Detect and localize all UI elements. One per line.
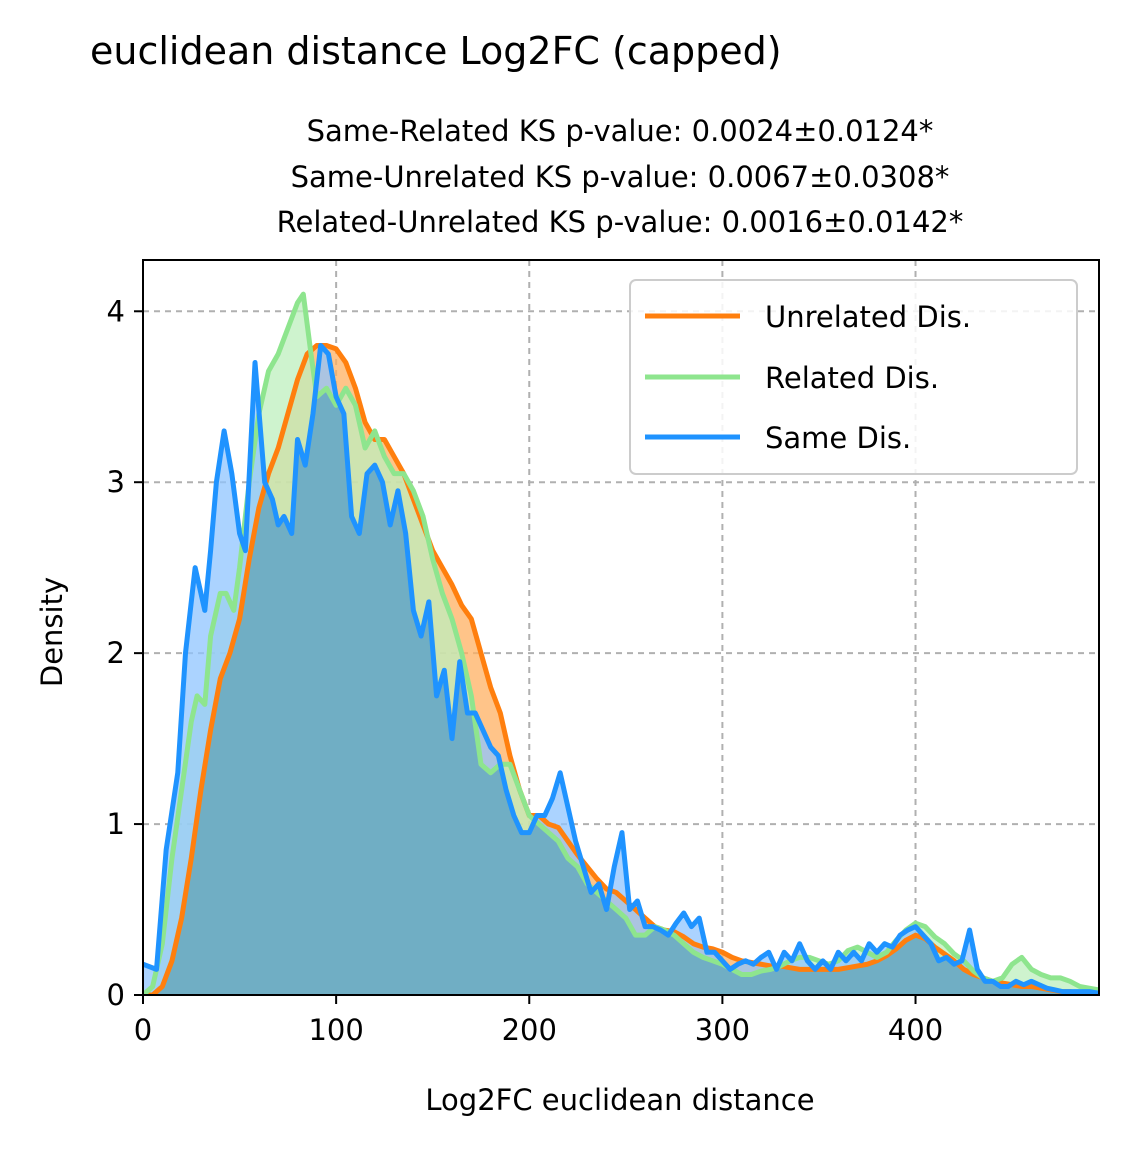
legend-label-related: Related Dis. [765, 361, 939, 395]
x-tick-label: 300 [695, 1013, 750, 1047]
x-tick-label: 400 [888, 1013, 943, 1047]
chart-title: euclidean distance Log2FC (capped) [90, 29, 782, 73]
area-overlap [143, 388, 1099, 995]
y-tick-label: 4 [107, 294, 125, 328]
x-axis-label: Log2FC euclidean distance [425, 1083, 814, 1117]
density-fills [143, 294, 1099, 995]
legend: Unrelated Dis. Related Dis. Same Dis. [629, 279, 1078, 475]
plot-frame [142, 259, 1100, 996]
density-lines [143, 291, 1099, 995]
subtitle-line-2: Same-Unrelated KS p-value: 0.0067±0.0308… [291, 160, 950, 194]
line-unrelated-dis [143, 342, 1099, 995]
subtitle-line-1: Same-Related KS p-value: 0.0024±0.0124* [307, 114, 934, 148]
x-tick-label: 100 [308, 1013, 363, 1047]
legend-label-same: Same Dis. [765, 421, 911, 455]
y-axis-label: Density [35, 577, 69, 687]
axis-ticks: 0 100 200 300 400 0 1 2 3 4 [107, 294, 944, 1047]
y-tick-label: 1 [107, 807, 125, 841]
line-same-dis [143, 342, 1099, 995]
x-tick-label: 200 [502, 1013, 557, 1047]
x-tick-label: 0 [134, 1013, 152, 1047]
y-tick-label: 3 [107, 465, 125, 499]
subtitle-line-3: Related-Unrelated KS p-value: 0.0016±0.0… [277, 205, 964, 239]
legend-label-unrelated: Unrelated Dis. [765, 300, 971, 334]
y-tick-label: 2 [107, 636, 125, 670]
legend-box [629, 279, 1078, 475]
y-tick-label: 0 [107, 978, 125, 1012]
